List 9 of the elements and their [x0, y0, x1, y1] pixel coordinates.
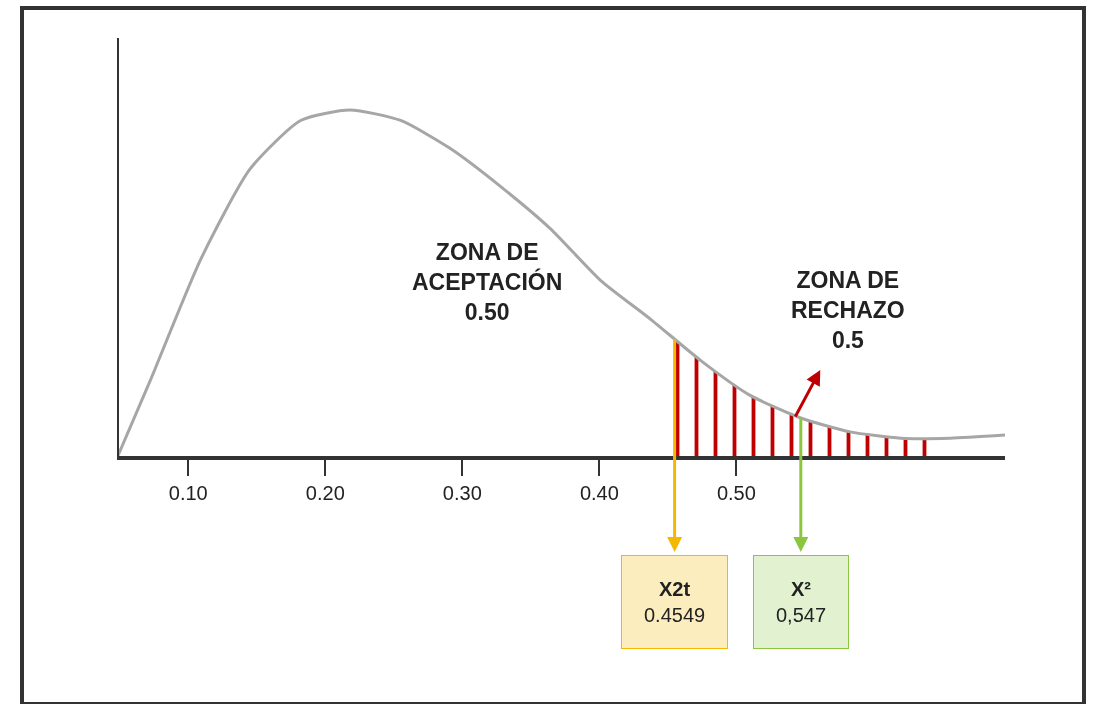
- x-tick-label: 0.50: [716, 482, 756, 504]
- x-tick-label: 0.20: [305, 482, 345, 504]
- ref-line-label: X2t 0.4549: [644, 578, 706, 626]
- annotation: ZONA DE RECHAZO 0.5: [791, 267, 905, 353]
- annotation: ZONA DE ACEPTACIÓN 0.50: [412, 239, 563, 325]
- ref-line-label: X² 0,547: [776, 578, 827, 626]
- x-tick-label: 0.10: [168, 482, 208, 504]
- x-tick-label: 0.30: [442, 482, 482, 504]
- x-tick-label: 0.40: [579, 482, 619, 504]
